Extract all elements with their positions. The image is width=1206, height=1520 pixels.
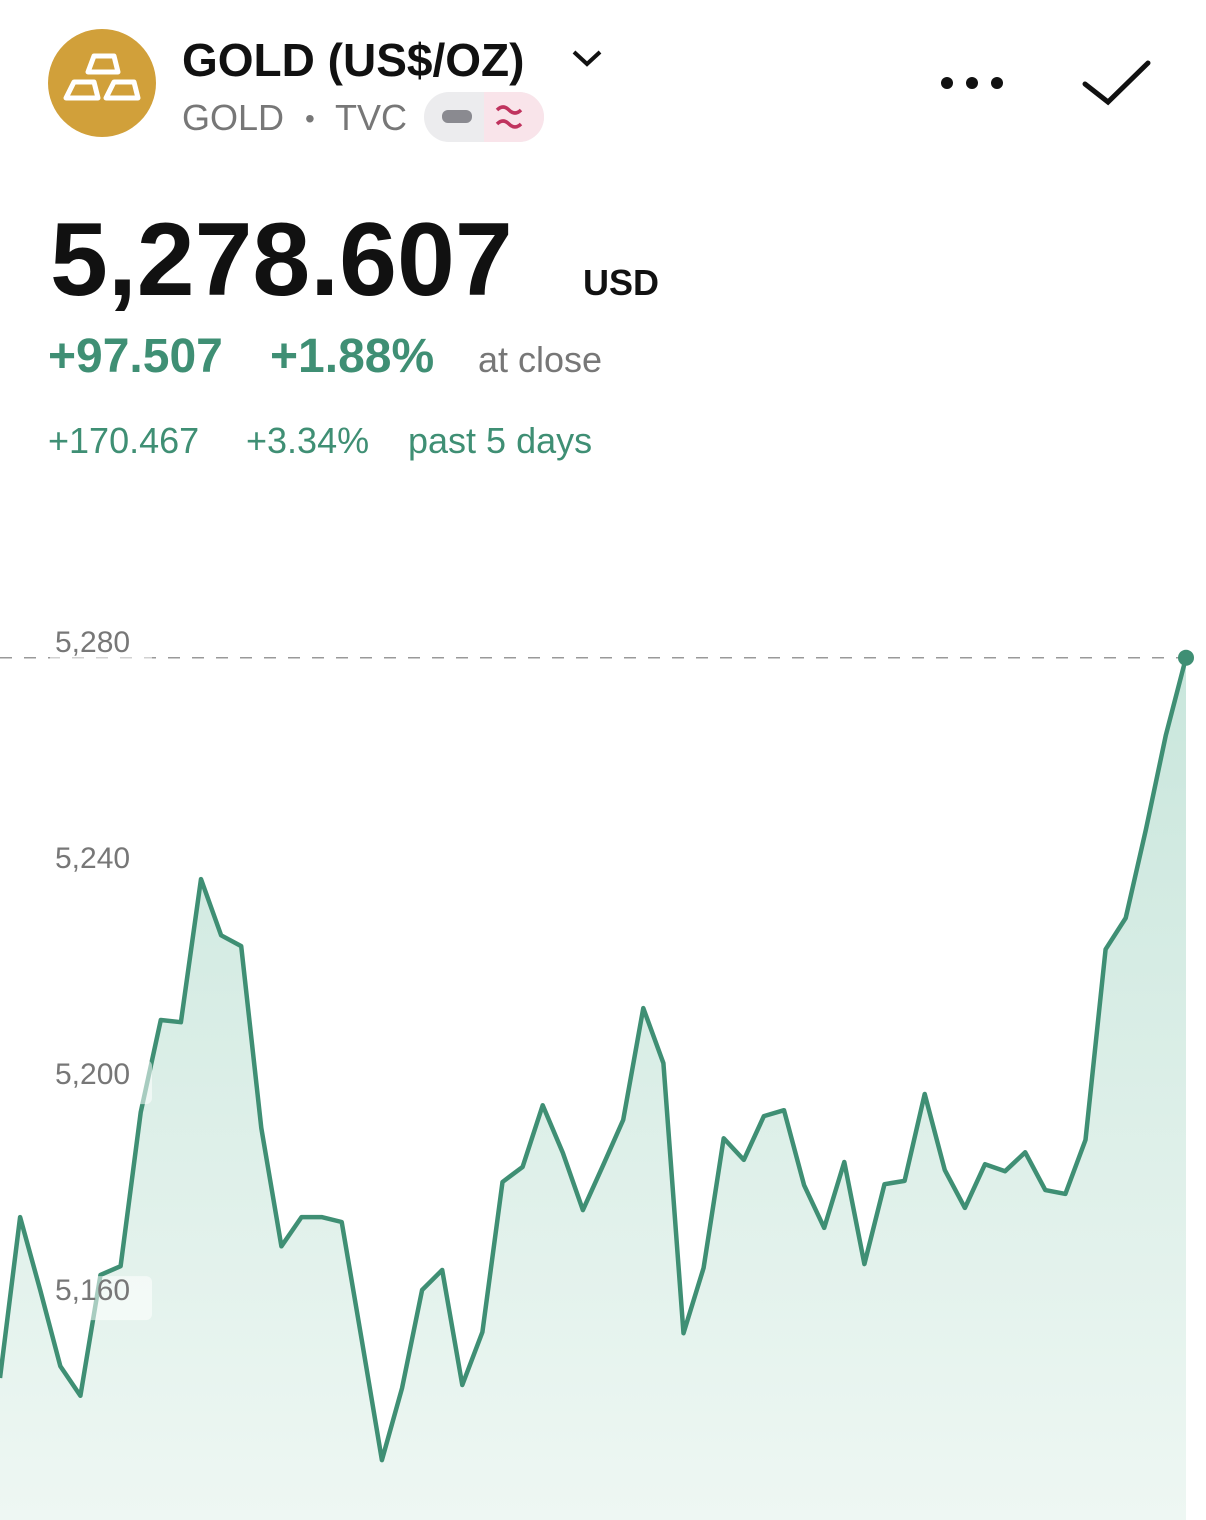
exchange: TVC [335,97,407,138]
period-change: +170.467 [48,420,199,461]
y-tick-label-bg [50,1060,152,1105]
period-label: past 5 days [408,420,592,461]
area-fill [0,657,1186,1520]
y-tick-label-bg [50,844,152,889]
more-button[interactable] [941,77,1003,89]
currency: USD [583,262,659,303]
y-tick-label-bg [50,1276,152,1321]
status-badge [424,92,544,142]
y-tick-label: 5,240 [55,842,130,875]
symbol-icon [48,29,156,137]
change-percent: +1.88% [270,330,434,383]
change: +97.507 [48,330,223,383]
chart: 5,160 5,200 5,240 5,280 [0,626,1194,1520]
symbol-title: GOLD (US$/OZ) [182,34,524,86]
dropdown-chevron[interactable] [572,50,602,67]
done-button[interactable] [1082,60,1151,106]
y-tick-label-bg [50,628,152,673]
price-line [0,657,1189,1463]
y-tick-label: 5,160 [55,1274,130,1307]
y-tick-label: 5,200 [55,1058,130,1091]
symbol-ticker: GOLD [182,97,284,138]
separator: • [305,103,315,134]
price: 5,278.607 [50,202,513,318]
y-tick-label: 5,280 [55,626,130,659]
market-status: at close [478,339,602,380]
last-point [1178,649,1194,666]
period-change-percent: +3.34% [246,420,369,461]
